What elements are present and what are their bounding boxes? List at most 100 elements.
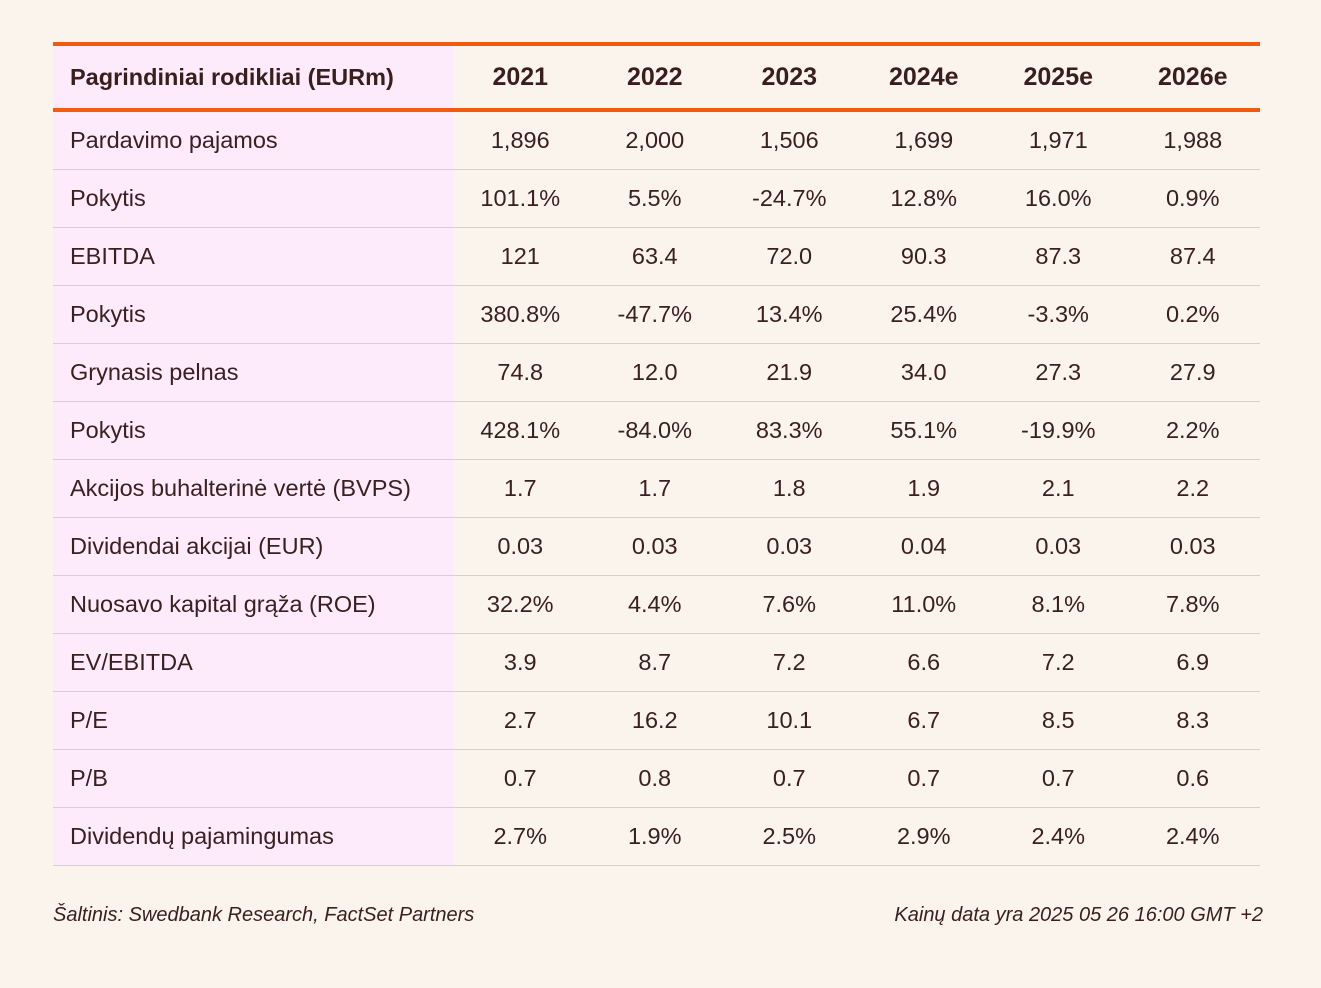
table-cell: 0.7 (991, 749, 1126, 808)
row-label: Pardavimo pajamos (53, 110, 453, 170)
table-cell: 1,506 (722, 110, 857, 170)
price-date-note: Kainų data yra 2025 05 26 16:00 GMT +2 (894, 904, 1263, 926)
table-cell: 27.9 (1125, 343, 1260, 402)
table-cell: 0.8 (587, 749, 722, 808)
table-cell: 2.4% (991, 807, 1126, 866)
table-cell: 0.6 (1125, 749, 1260, 808)
table-cell: 16.2 (587, 691, 722, 750)
row-label: EBITDA (53, 227, 453, 286)
table-cell: 1.9 (856, 459, 991, 518)
table-cell: 8.3 (1125, 691, 1260, 750)
table-cell: 2.2% (1125, 401, 1260, 460)
table-cell: 13.4% (722, 285, 857, 344)
table-row: Dividendų pajamingumas 2.7% 1.9% 2.5% 2.9% 2.… (53, 807, 1260, 866)
table-row: Akcijos buhalterinė vertė (BVPS) 1.7 1.7 1.… (53, 459, 1260, 518)
table-cell: 5.5% (587, 169, 722, 228)
column-header-2025e: 2025e (1023, 62, 1094, 91)
table-cell: 2.4% (1125, 807, 1260, 866)
table-cell: 11.0% (856, 575, 991, 634)
table-cell: 8.7 (587, 633, 722, 692)
table-cell: -47.7% (587, 285, 722, 344)
table-cell: 2.7 (453, 691, 588, 750)
table-cell: 380.8% (453, 285, 588, 344)
table-cell: -3.3% (991, 285, 1126, 344)
source-note: Šaltinis: Swedbank Research, FactSet Par… (53, 904, 475, 926)
table-cell: 87.3 (991, 227, 1126, 286)
table-cell: 428.1% (453, 401, 588, 460)
column-header-2021: 2021 (492, 62, 549, 91)
table-cell: 12.8% (856, 169, 991, 228)
table-row: Nuosavo kapital grąža (ROE) 32.2% 4.4% 7.6%… (53, 575, 1260, 634)
row-label: EV/EBITDA (53, 633, 453, 692)
table-row: Pokytis 380.8% -47.7% 13.4% 25.4% -3.3% 0.2% (53, 285, 1260, 344)
table-row: Grynasis pelnas 74.8 12.0 21.9 34.0 27.3 27.9 (53, 343, 1260, 402)
table-body: Pardavimo pajamos 1,896 2,000 1,506 1,699 1,9… (53, 110, 1260, 866)
column-header-2024e: 2024e (888, 62, 959, 91)
table-cell: 55.1% (856, 401, 991, 460)
table-row: Dividendai akcijai (EUR) 0.03 0.03 0.03 0.04… (53, 517, 1260, 576)
table-cell: 6.7 (856, 691, 991, 750)
table-cell: 0.03 (1125, 517, 1260, 576)
table-row: EV/EBITDA 3.9 8.7 7.2 6.6 7.2 6.9 (53, 633, 1260, 692)
row-label: Akcijos buhalterinė vertė (BVPS) (53, 459, 453, 518)
table-cell: 8.1% (991, 575, 1126, 634)
table-cell: 1,896 (453, 110, 588, 170)
table-cell: 0.7 (722, 749, 857, 808)
table-cell: 7.8% (1125, 575, 1260, 634)
table-cell: 7.2 (722, 633, 857, 692)
table-cell: 1,699 (856, 110, 991, 170)
row-label: P/B (53, 749, 453, 808)
row-label: Pokytis (53, 401, 453, 460)
table-cell: 10.1 (722, 691, 857, 750)
table-cell: 0.03 (991, 517, 1126, 576)
table-cell: 101.1% (453, 169, 588, 228)
table-cell: 121 (453, 227, 588, 286)
table-cell: 25.4% (856, 285, 991, 344)
table-cell: 2.2 (1125, 459, 1260, 518)
table-cell: 16.0% (991, 169, 1126, 228)
table-cell: 1.8 (722, 459, 857, 518)
row-label: Pokytis (53, 285, 453, 344)
table-cell: -84.0% (587, 401, 722, 460)
table-row: P/B 0.7 0.8 0.7 0.7 0.7 0.6 (53, 749, 1260, 808)
table-cell: 0.9% (1125, 169, 1260, 228)
table-cell: 1,971 (991, 110, 1126, 170)
table-cell: 7.2 (991, 633, 1126, 692)
table-cell: 83.3% (722, 401, 857, 460)
row-label: P/E (53, 691, 453, 750)
table-cell: 2.7% (453, 807, 588, 866)
column-header-2023: 2023 (761, 62, 818, 91)
row-label: Dividendų pajamingumas (53, 807, 453, 866)
table-cell: 90.3 (856, 227, 991, 286)
table-cell: 72.0 (722, 227, 857, 286)
row-label: Grynasis pelnas (53, 343, 453, 402)
table-cell: 7.6% (722, 575, 857, 634)
table-cell: 1.7 (587, 459, 722, 518)
table-row: Pokytis 101.1% 5.5% -24.7% 12.8% 16.0% 0.9% (53, 169, 1260, 228)
row-label: Nuosavo kapital grąža (ROE) (53, 575, 453, 634)
table-cell: 0.03 (453, 517, 588, 576)
column-header-2022: 2022 (626, 62, 683, 91)
table-cell: 6.6 (856, 633, 991, 692)
table-cell: -19.9% (991, 401, 1126, 460)
table-cell: 2.5% (722, 807, 857, 866)
row-label: Pokytis (53, 169, 453, 228)
table-cell: 0.04 (856, 517, 991, 576)
table-cell: 4.4% (587, 575, 722, 634)
table-row: Pardavimo pajamos 1,896 2,000 1,506 1,699 1,9… (53, 110, 1260, 170)
key-indicators-table-container: Pagrindiniai rodikliai (EURm) 2021 2022 20… (53, 42, 1260, 866)
table-cell: 1.9% (587, 807, 722, 866)
table-cell: 1,988 (1125, 110, 1260, 170)
table-cell: 27.3 (991, 343, 1126, 402)
table-cell: 1.7 (453, 459, 588, 518)
table-cell: 0.03 (722, 517, 857, 576)
table-row: Pokytis 428.1% -84.0% 83.3% 55.1% -19.9% 2.2% (53, 401, 1260, 460)
table-cell: 0.7 (453, 749, 588, 808)
table-cell: 87.4 (1125, 227, 1260, 286)
table-cell: 0.03 (587, 517, 722, 576)
table-cell: 2,000 (587, 110, 722, 170)
table-cell: 63.4 (587, 227, 722, 286)
table-cell: 6.9 (1125, 633, 1260, 692)
table-row: P/E 2.7 16.2 10.1 6.7 8.5 8.3 (53, 691, 1260, 750)
table-cell: 32.2% (453, 575, 588, 634)
